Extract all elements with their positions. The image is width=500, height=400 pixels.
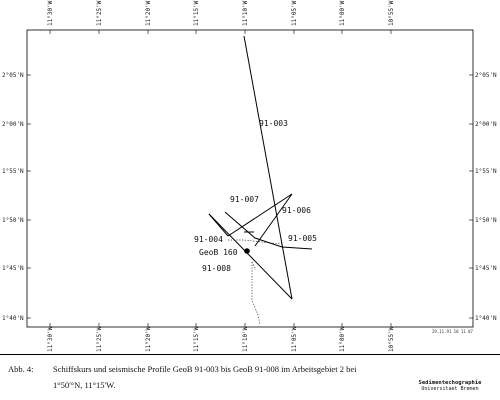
caption-line-2: 1°50'°N, 11°15'W. [53,380,116,390]
profile-label-91-008: 91-008 [202,264,231,273]
profile-91-008-line [208,213,293,300]
lon-label-top: 11°30'W [47,0,54,26]
right-lat-axis: 1°40'N 1°45'N 1°50'N 1°55'N 2°00'N 2°05'… [469,72,497,322]
lat-label-left: 2°05'N [2,72,24,79]
left-lat-axis: 1°40'N 1°45'N 1°50'N 1°55'N 2°00'N 2°05'… [2,72,31,322]
lon-label-top: 11°15'W [193,0,200,26]
lat-label-right: 1°50'N [475,217,497,224]
lon-label-bottom: 11°20'W [145,326,152,352]
bottom-lon-axis: 11°30'W 11°25'W 11°20'W 11°15'W 11°10'W … [47,323,395,352]
profile-91-006-line [254,193,293,247]
institute-line-2: Universitaet Bremen [421,386,479,392]
map-frame [26,29,474,328]
lon-label-top: 11°10'W [242,0,249,26]
lon-label-bottom: 10°55'W [388,326,395,352]
profile-label-91-004: 91-004 [194,235,223,244]
lat-label-right: 1°55'N [475,168,497,175]
lat-label-right: 1°40'N [475,315,497,322]
profile-91-005-line [224,211,313,250]
station-marker [244,248,250,254]
institute-credit: Sedimentechographie Universitaet Bremen [410,380,490,392]
ship-track [208,35,313,300]
profile-label-91-005: 91-005 [288,234,317,243]
profile-91-004-line [208,213,229,237]
lon-label-top: 11°25'W [96,0,103,26]
lon-label-bottom: 11°30'W [47,326,54,352]
profile-label-91-006: 91-006 [282,206,311,215]
lon-label-bottom: 11°10'W [242,326,249,352]
dotted-tracks [228,239,283,326]
lon-label-top: 11°00'W [339,0,346,26]
lat-label-left: 1°45'N [2,265,24,272]
profile-label-91-007: 91-007 [230,195,259,204]
lon-label-bottom: 11°05'W [291,326,298,352]
plot-timestamp: 29.11.91 10 11 07 [432,329,474,334]
lat-label-left: 1°50'N [2,217,24,224]
lat-label-left: 1°55'N [2,168,24,175]
figure-number: Abb. 4: [8,364,34,374]
institute-line-1: Sedimentechographie [418,380,482,386]
lon-label-bottom: 11°15'W [193,326,200,352]
profile-label-91-003: 91-003 [259,119,288,128]
lat-label-right: 2°05'N [475,72,497,79]
caption-rule [0,354,500,355]
lat-label-right: 2°00'N [475,121,497,128]
lat-label-right: 1°45'N [475,265,497,272]
caption-line-1: Schiffskurs und seismische Profile GeoB … [53,364,357,374]
station-label: GeoB 160 [199,248,238,257]
lon-label-top: 10°55'W [388,0,395,26]
lon-label-bottom: 11°00'W [339,326,346,352]
profile-91-003-line [243,35,293,300]
lon-label-top: 11°20'W [145,0,152,26]
profile-91-007-line [227,193,293,237]
lat-label-left: 2°00'N [2,121,24,128]
lon-label-top: 11°05'W [291,0,298,26]
lon-label-bottom: 11°25'W [96,326,103,352]
top-lon-axis: 11°30'W 11°25'W 11°20'W 11°15'W 11°10'W … [47,0,395,34]
lat-label-left: 1°40'N [2,315,24,322]
